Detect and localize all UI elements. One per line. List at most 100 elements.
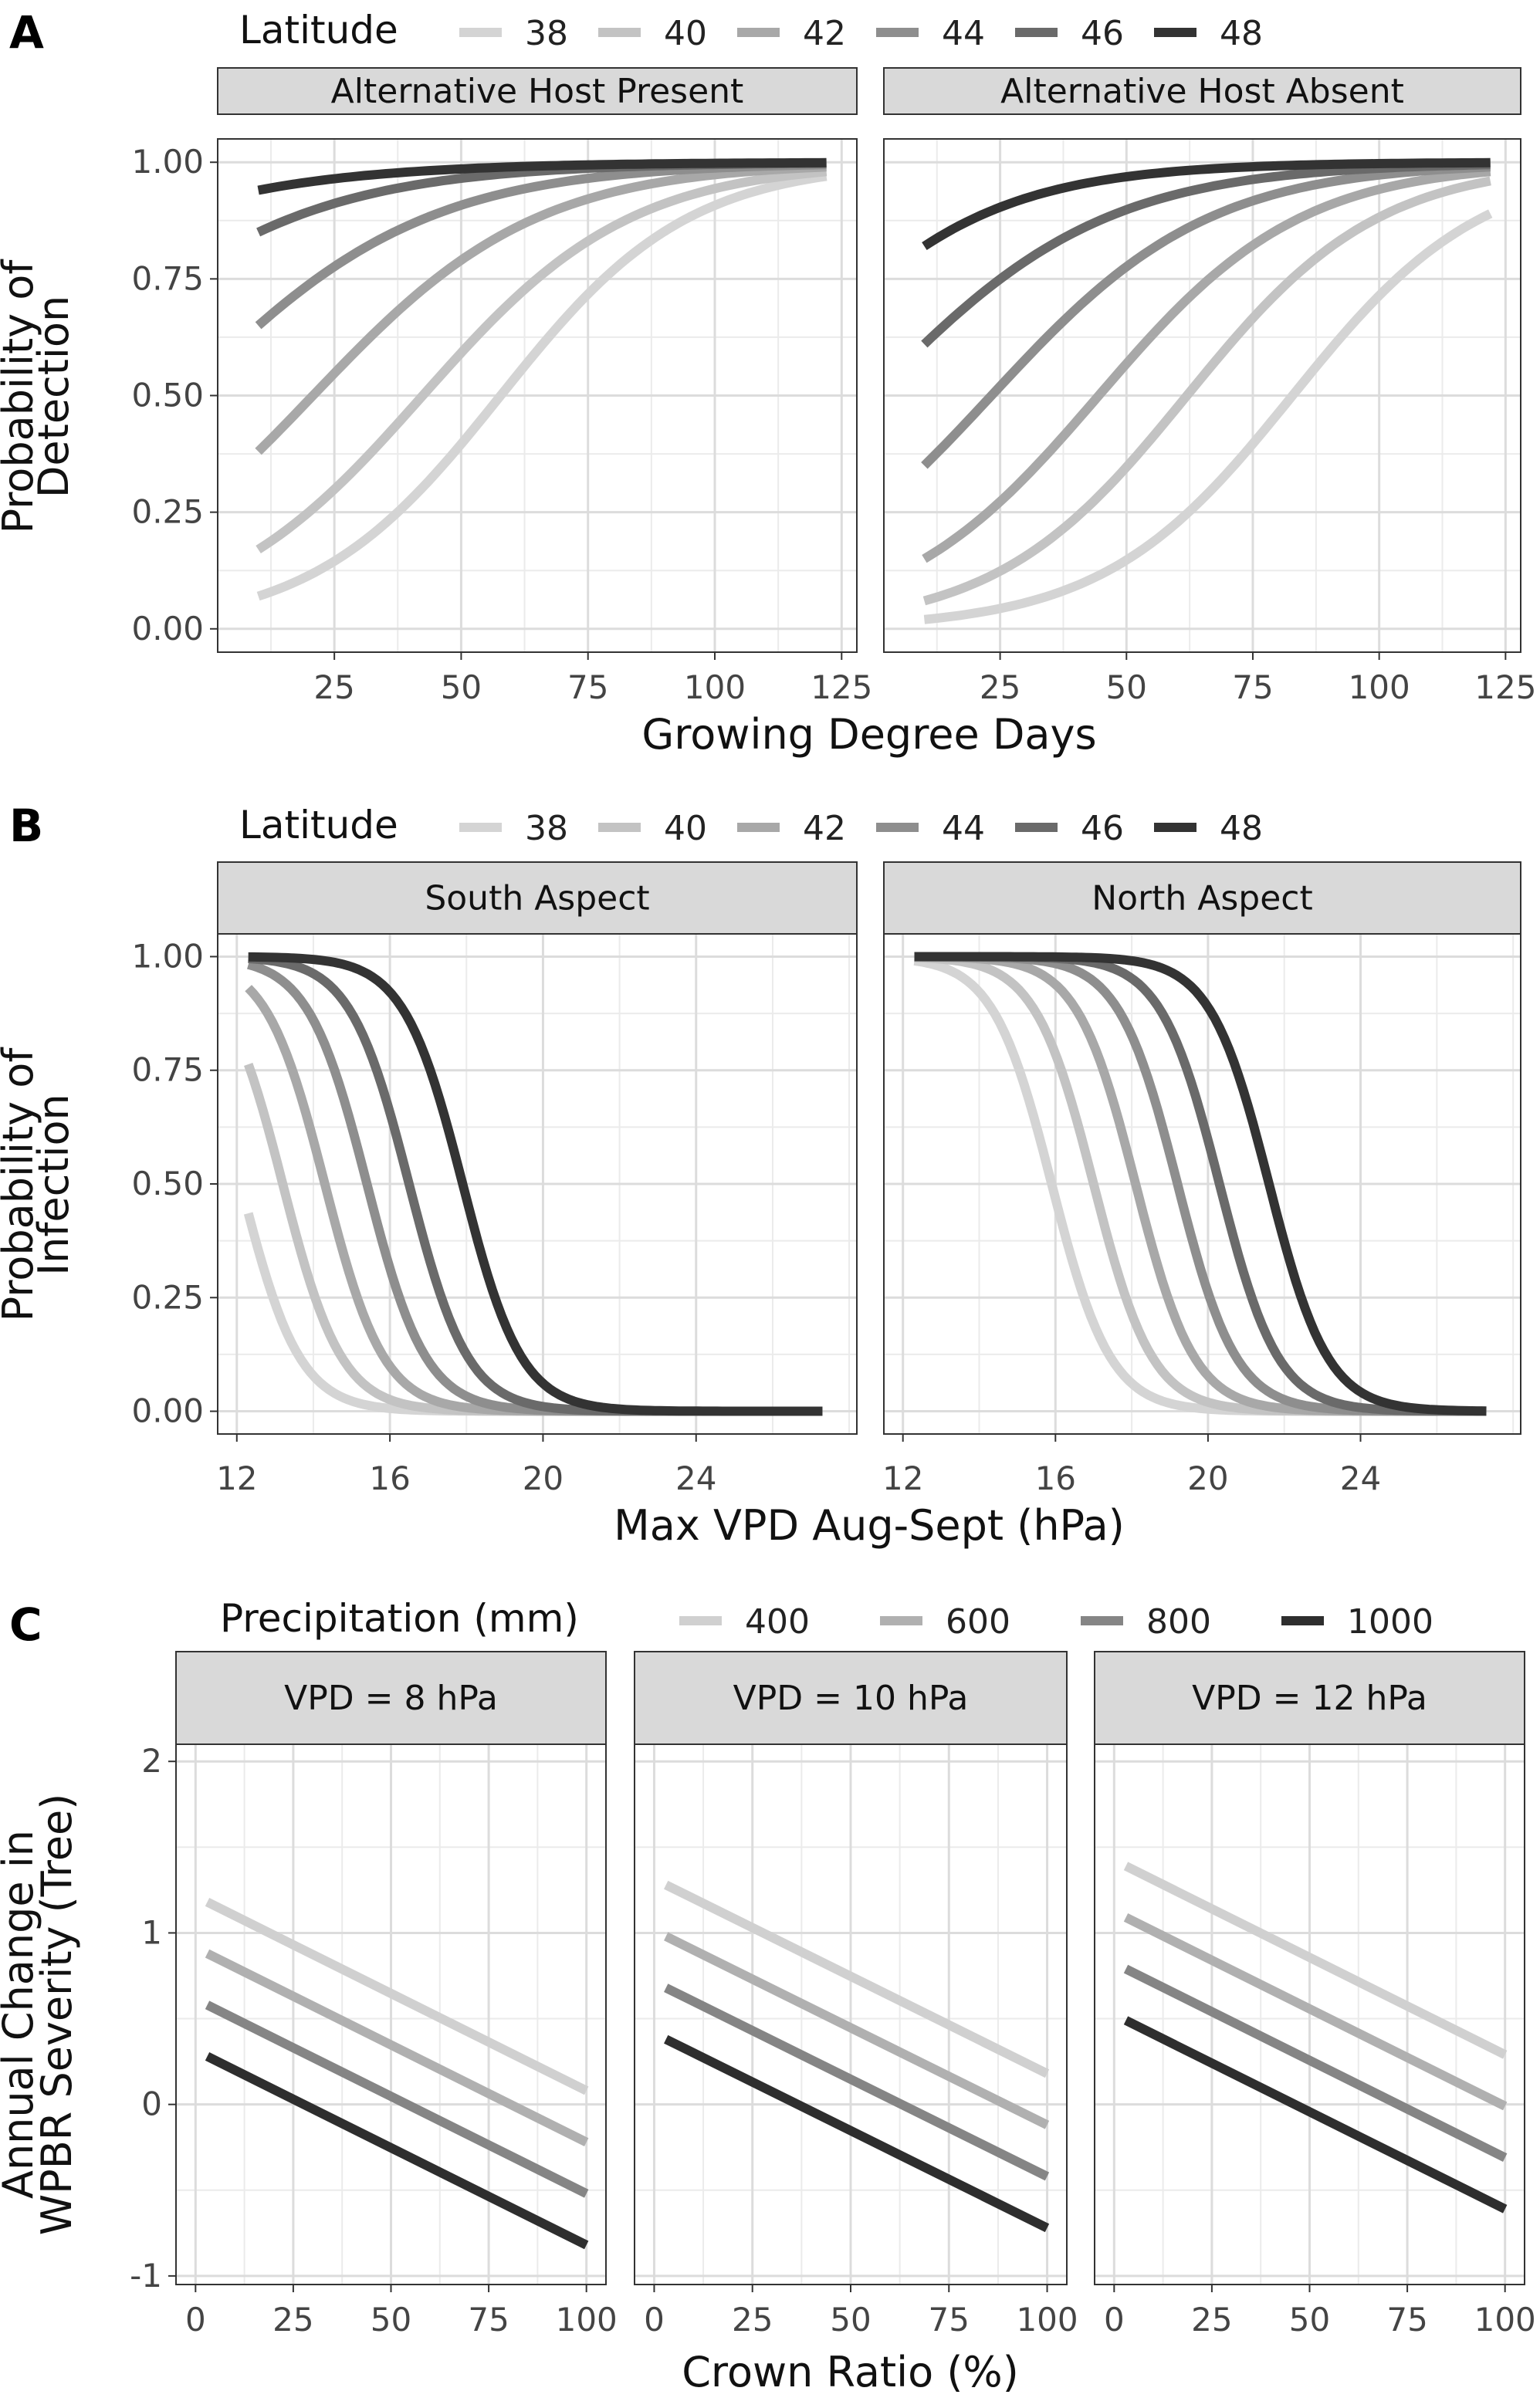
- facet-title: VPD = 8 hPa: [284, 1679, 498, 1718]
- x-tick-label: 24: [1340, 1459, 1381, 1497]
- facet-strip: [217, 861, 858, 935]
- y-tick-label: -1: [130, 2257, 162, 2295]
- x-tick-label: 100: [1349, 668, 1410, 706]
- series-line-400: [664, 1880, 1050, 2078]
- facet-1: Alternative Host Present 25 50 75 100 125 0.00…: [131, 67, 872, 706]
- y-tick-label: 0.25: [131, 493, 204, 531]
- y-tick-label: 0.00: [131, 1392, 204, 1430]
- legend-label-800: 800: [1146, 1602, 1211, 1642]
- x-tick-label: 75: [468, 2301, 509, 2339]
- series-line-44: [921, 162, 1491, 469]
- series-line-42: [255, 162, 827, 455]
- series-line-800: [1123, 1964, 1508, 2162]
- legend-label-48: 48: [1220, 14, 1263, 53]
- facet-title: North Aspect: [1092, 879, 1313, 918]
- x-tick-label: 24: [675, 1459, 716, 1497]
- x-axis-title: Crown Ratio (%): [682, 2348, 1019, 2396]
- y-tick-label: 1.00: [131, 937, 204, 975]
- y-axis-title-line-1: Probability of: [0, 1047, 42, 1322]
- series-line-40: [256, 167, 828, 554]
- facet-title: VPD = 12 hPa: [1192, 1679, 1427, 1718]
- legend-label-44: 44: [942, 14, 985, 53]
- series-line-48: [248, 952, 823, 1416]
- chart-panel-a: A Latitude 38 40 42 44 46 48 Alternative Host Pr…: [0, 6, 1536, 759]
- x-tick-label: 100: [684, 668, 746, 706]
- legend-label-1000: 1000: [1347, 1602, 1433, 1642]
- legend-label-44: 44: [942, 809, 985, 848]
- legend-title: Precipitation (mm): [220, 1596, 579, 1641]
- x-tick-label: 50: [1106, 668, 1147, 706]
- chart-panel-b: B Latitude 38 40 42 44 46 48 South Aspect 12 16 20 2…: [0, 800, 1521, 1550]
- x-tick-label: 100: [1016, 2301, 1078, 2339]
- x-tick-label: 125: [1474, 668, 1536, 706]
- x-tick-label: 125: [811, 668, 872, 706]
- facet-title: Alternative Host Present: [331, 72, 744, 111]
- x-tick-label: 20: [1187, 1459, 1228, 1497]
- y-axis-title-line-2: Infection: [29, 1094, 78, 1276]
- legend-label-40: 40: [664, 809, 707, 848]
- facet-2: Alternative Host Absent 25 50 75 100 125: [883, 67, 1536, 706]
- x-tick-label: 50: [441, 668, 482, 706]
- legend-label-42: 42: [803, 809, 846, 848]
- series-line-40: [922, 176, 1491, 606]
- x-tick-label: 16: [1035, 1459, 1076, 1497]
- panel-label: B: [9, 800, 43, 852]
- legend-label-38: 38: [525, 14, 568, 53]
- facet-2: North Aspect 12 16 20 24: [882, 861, 1521, 1497]
- panel-label: C: [9, 1598, 42, 1651]
- series-line-1000: [664, 2034, 1050, 2233]
- series-line-1000: [1123, 2016, 1508, 2214]
- facet-title: VPD = 10 hPa: [733, 1679, 969, 1718]
- x-tick-label: 0: [185, 2301, 206, 2339]
- x-tick-label: 25: [1191, 2301, 1232, 2339]
- legend-label-46: 46: [1081, 809, 1124, 848]
- series-line-1000: [205, 2052, 589, 2250]
- x-tick-label: 0: [1104, 2301, 1125, 2339]
- legend-label-42: 42: [803, 14, 846, 53]
- x-tick-label: 25: [313, 668, 354, 706]
- legend-label-400: 400: [745, 1602, 810, 1642]
- y-tick-label: 1: [141, 1913, 162, 1951]
- x-tick-label: 0: [644, 2301, 665, 2339]
- series-line-800: [664, 1984, 1050, 2181]
- legend-label-48: 48: [1220, 809, 1263, 848]
- facet-1: VPD = 8 hPa 0 25 50 75 100 -1 0 1 2: [130, 1651, 618, 2339]
- facet-2: VPD = 10 hPa 0 25 50 75 100: [634, 1651, 1078, 2339]
- x-tick-label: 25: [980, 668, 1020, 706]
- legend-label-38: 38: [525, 809, 568, 848]
- y-tick-label: 0.75: [131, 1051, 204, 1089]
- series-line-800: [205, 2000, 589, 2198]
- series-line-600: [205, 1949, 589, 2146]
- y-tick-label: 0.00: [131, 610, 204, 648]
- y-axis-title-line-1: Annual Change in: [0, 1830, 42, 2199]
- facet-strip: [175, 1651, 607, 1745]
- y-tick-label: 1.00: [131, 143, 204, 181]
- series-line-48: [257, 157, 827, 195]
- legend-title: Latitude: [239, 803, 398, 847]
- y-axis-title-line-1: Probability of: [0, 259, 42, 534]
- x-tick-label: 12: [882, 1459, 923, 1497]
- x-axis-title: Max VPD Aug-Sept (hPa): [614, 1501, 1125, 1550]
- x-tick-label: 25: [272, 2301, 313, 2339]
- y-tick-label: 0: [141, 2085, 162, 2123]
- legend-label-46: 46: [1081, 14, 1124, 53]
- x-tick-label: 20: [523, 1459, 564, 1497]
- series-line-38: [923, 209, 1493, 624]
- facet-strip: [883, 861, 1521, 935]
- x-tick-label: 12: [216, 1459, 257, 1497]
- facet-strip: [634, 1651, 1068, 1745]
- facet-strip: [1094, 1651, 1525, 1745]
- x-tick-label: 50: [371, 2301, 411, 2339]
- legend-label-40: 40: [664, 14, 707, 53]
- y-tick-label: 0.25: [131, 1278, 204, 1316]
- x-tick-label: 75: [929, 2301, 970, 2339]
- y-axis-title-line-2: WPBR Severity (Tree): [32, 1794, 81, 2236]
- y-tick-label: 0.50: [131, 377, 204, 414]
- y-tick-label: 2: [141, 1742, 162, 1780]
- x-axis-title: Growing Degree Days: [641, 710, 1096, 759]
- series-line-42: [922, 167, 1491, 563]
- x-tick-label: 25: [732, 2301, 773, 2339]
- y-tick-label: 0.75: [131, 259, 204, 297]
